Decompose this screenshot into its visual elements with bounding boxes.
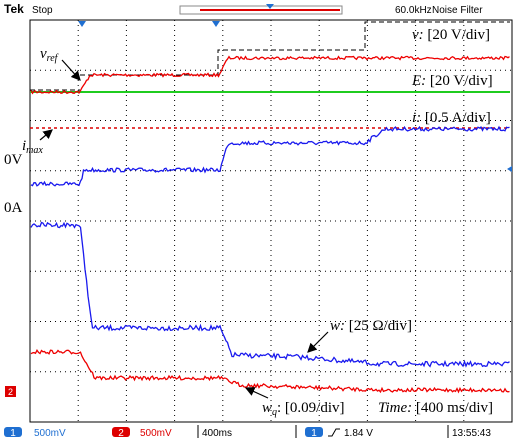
trig-ch: 1 — [311, 428, 317, 439]
ch1-scale: 500mV — [34, 428, 66, 439]
v-label: v: [20 V/div] — [412, 27, 490, 43]
ch2-scale: 500mV — [140, 428, 172, 439]
oscilloscope-screen: Tek Stop 60.0kHz Noise Filter v: [20 V/d… — [0, 0, 514, 439]
top-bar: Tek Stop 60.0kHz Noise Filter — [4, 2, 483, 16]
i-label: i: [0.5 A/div] — [412, 110, 491, 126]
w-label: w: [25 Ω/div] — [330, 318, 412, 334]
time-label: Time: [400 ms/div] — [378, 400, 493, 416]
zero-a-label: 0A — [4, 200, 23, 216]
frequency: 60.0kHz — [395, 5, 432, 16]
status: Stop — [32, 5, 53, 16]
ch1: 1 — [10, 428, 16, 439]
bottom-bar: 1 500mV 2 500mV 400ms 1 1.84 V 13:55:43 — [4, 425, 491, 439]
brand: Tek — [4, 2, 24, 16]
filter: Noise Filter — [432, 5, 483, 16]
trig-level: 1.84 V — [344, 428, 373, 439]
clock: 13:55:43 — [452, 428, 491, 439]
ch2-marker: 2 — [8, 387, 13, 397]
e-label: E: [20 V/div] — [411, 73, 493, 89]
timebase: 400ms — [202, 428, 232, 439]
ch2: 2 — [118, 428, 124, 439]
zero-v-label: 0V — [4, 152, 23, 168]
